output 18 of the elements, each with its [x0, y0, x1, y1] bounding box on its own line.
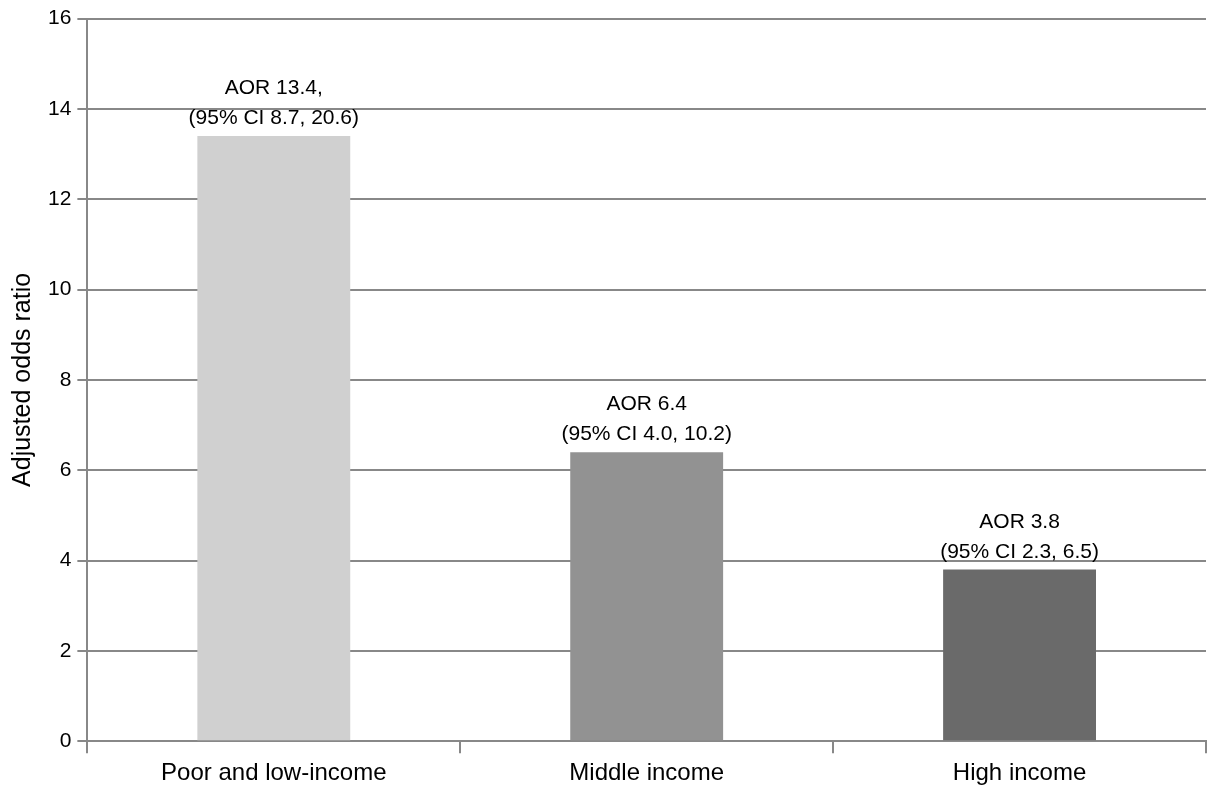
y-tick-label: 10 [48, 276, 72, 300]
y-tick-label: 16 [48, 5, 72, 29]
y-tick-label: 12 [48, 186, 72, 210]
x-tick-label: Poor and low-income [161, 758, 387, 786]
y-tick-label: 0 [59, 728, 72, 751]
y-tick-label: 8 [59, 366, 72, 390]
y-tick-label: 6 [59, 457, 72, 481]
data-label: AOR 13.4, (95% CI 8.7, 20.6) [188, 75, 360, 129]
bar [943, 569, 1096, 741]
y-axis-title: Adjusted odds ratio [6, 272, 35, 487]
data-label: AOR 6.4 (95% CI 4.0, 10.2) [561, 391, 732, 445]
bar [197, 136, 351, 741]
data-label: AOR 3.8 (95% CI 2.3, 6.5) [940, 508, 1099, 562]
x-tick-label: High income [952, 758, 1087, 786]
x-tick-label: Middle income [569, 758, 725, 786]
y-tick-label: 14 [48, 95, 72, 119]
y-tick-label: 4 [59, 547, 72, 571]
y-tick-label: 2 [59, 637, 72, 661]
